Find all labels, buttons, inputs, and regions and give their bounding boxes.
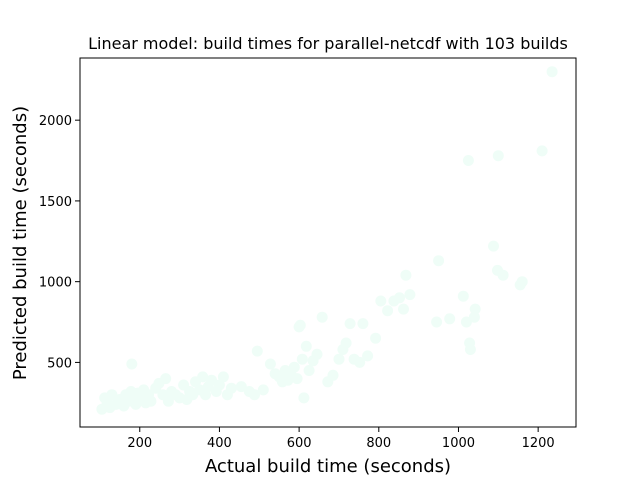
data-point <box>316 311 328 323</box>
x-tick-label: 600 <box>287 436 312 451</box>
data-point <box>462 155 474 166</box>
data-point <box>457 290 469 302</box>
data-point <box>516 276 528 288</box>
data-point <box>492 150 504 162</box>
data-point <box>197 371 209 383</box>
data-point <box>488 240 499 252</box>
y-tick-label: 500 <box>47 356 72 371</box>
data-point <box>225 382 237 394</box>
data-point <box>333 353 345 365</box>
data-point <box>431 316 443 328</box>
data-point <box>546 66 558 78</box>
data-point <box>433 255 445 267</box>
y-tick-label: 2000 <box>39 114 72 129</box>
x-tick-label: 1000 <box>442 436 475 451</box>
plot-area-frame <box>79 57 577 428</box>
x-axis-label: Actual build time (seconds) <box>205 456 451 477</box>
y-axis-label: Predicted build time (seconds) <box>10 106 31 380</box>
data-point <box>370 332 382 344</box>
data-point <box>354 356 366 368</box>
data-point <box>375 295 387 307</box>
x-tick-label: 1200 <box>522 436 555 451</box>
data-point <box>288 361 300 373</box>
data-point <box>300 340 312 352</box>
data-point <box>249 389 260 401</box>
x-axis-ticks: 200 400 600 800 1000 1200 <box>127 427 555 451</box>
data-point <box>464 337 476 349</box>
data-point <box>460 316 472 328</box>
data-point <box>298 392 310 404</box>
data-point <box>291 373 303 385</box>
data-point <box>303 365 315 376</box>
data-point <box>206 374 217 386</box>
data-point <box>160 373 172 385</box>
data-point <box>398 303 409 315</box>
data-point <box>264 358 276 370</box>
data-point <box>257 384 269 396</box>
data-point <box>536 145 548 157</box>
data-point <box>126 358 138 370</box>
data-point <box>294 319 306 331</box>
data-point <box>404 289 416 301</box>
data-point <box>497 269 509 281</box>
data-point <box>340 337 352 349</box>
data-point <box>400 269 412 281</box>
data-point <box>311 348 323 360</box>
data-point <box>235 381 247 393</box>
x-tick-label: 200 <box>127 436 152 451</box>
chart-title: Linear model: build times for parallel-n… <box>88 34 568 53</box>
data-point <box>145 395 157 407</box>
data-point <box>327 369 339 381</box>
y-tick-label: 1000 <box>39 276 72 291</box>
data-point <box>162 395 174 407</box>
data-point <box>217 371 229 383</box>
data-point <box>362 350 374 362</box>
data-point <box>394 292 405 304</box>
data-point <box>357 318 369 330</box>
data-point <box>468 311 480 323</box>
data-point <box>296 353 308 365</box>
data-point <box>444 313 456 325</box>
y-axis-ticks: 500 1000 1500 2000 <box>39 114 80 371</box>
x-tick-label: 400 <box>207 436 232 451</box>
y-tick-label: 1500 <box>39 195 72 210</box>
points-layer <box>96 66 558 415</box>
data-point <box>469 303 481 315</box>
data-point <box>382 305 394 317</box>
x-tick-label: 800 <box>366 436 391 451</box>
data-point <box>106 389 118 401</box>
data-point <box>344 318 356 330</box>
data-point <box>251 345 263 357</box>
